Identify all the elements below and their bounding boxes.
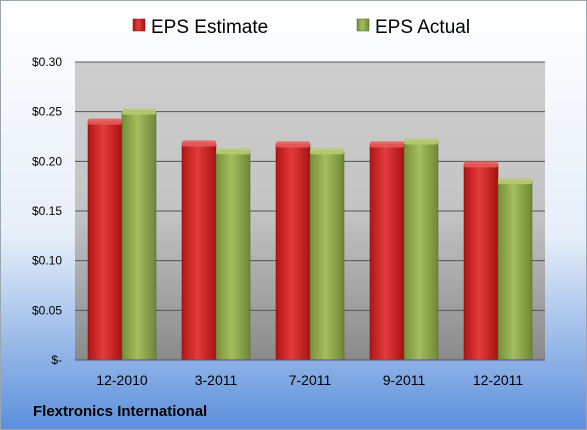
y-tick-label: $0.25 [32, 105, 62, 119]
legend-swatch-actual [356, 18, 370, 32]
bar-eps-actual-cap [216, 148, 250, 155]
x-tick-label: 9-2011 [383, 372, 426, 388]
bar-eps-estimate [87, 121, 123, 361]
bar-eps-actual [215, 151, 251, 361]
x-tick-label: 12-2010 [96, 372, 148, 388]
bar-eps-estimate-cap [464, 161, 498, 168]
y-tick-label: $- [51, 353, 62, 367]
bar-eps-estimate [369, 144, 405, 361]
y-tick-label: $0.10 [32, 254, 62, 268]
bar-eps-actual [121, 111, 157, 361]
bar-eps-actual [403, 141, 439, 361]
bar-eps-actual [309, 151, 345, 361]
x-tick-label: 3-2011 [195, 372, 238, 388]
legend-swatch-estimate [132, 18, 146, 32]
company-name: Flextronics International [33, 403, 207, 420]
bar-eps-actual-cap [404, 138, 438, 145]
x-axis-ticks: 12-2010 3-2011 7-2011 9-2011 12-2011 [96, 372, 523, 388]
bar-eps-estimate-cap [182, 140, 216, 147]
bar-eps-estimate-cap [88, 118, 122, 125]
bar-eps-estimate [463, 164, 499, 361]
bar-eps-actual-cap [498, 178, 532, 185]
bar-eps-estimate [181, 143, 217, 361]
legend: EPS Estimate EPS Actual [132, 17, 470, 38]
legend-label-actual: EPS Actual [375, 17, 470, 38]
bar-eps-actual-cap [122, 108, 156, 115]
bar-eps-estimate [275, 144, 311, 361]
y-tick-label: $0.15 [32, 204, 62, 218]
x-tick-label: 12-2011 [473, 372, 524, 388]
x-tick-label: 7-2011 [289, 372, 332, 388]
y-axis-ticks: $- $0.05 $0.10 $0.15 $0.20 $0.25 $0.30 [32, 55, 62, 367]
y-tick-label: $0.20 [32, 154, 62, 168]
bars [87, 108, 533, 361]
bar-eps-estimate-cap [370, 141, 404, 148]
legend-label-estimate: EPS Estimate [151, 17, 268, 38]
y-tick-label: $0.30 [32, 55, 62, 69]
bar-eps-estimate-cap [276, 141, 310, 148]
bar-eps-actual [497, 180, 533, 361]
bar-eps-actual-cap [310, 148, 344, 155]
y-tick-label: $0.05 [32, 303, 62, 317]
